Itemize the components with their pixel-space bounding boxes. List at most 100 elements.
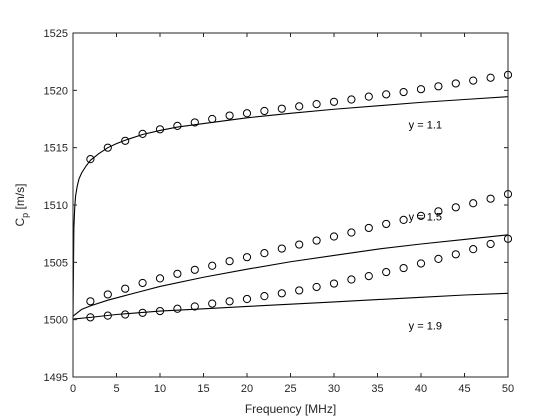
series-1-marker-13 xyxy=(295,102,304,111)
x-axis-label: Frequency [MHz] xyxy=(245,402,336,416)
x-tick-label-20: 20 xyxy=(241,383,253,395)
y-tick-label-1500: 1500 xyxy=(44,315,68,327)
series-1-marker-5 xyxy=(155,125,165,134)
series-1-curve xyxy=(72,96,509,320)
series-1-marker-7 xyxy=(190,118,199,127)
series-3-marker-5 xyxy=(155,306,165,316)
y-axis-label-unit: [m/s] xyxy=(13,183,27,212)
plot-area-background xyxy=(73,33,508,377)
series-2-marker-13 xyxy=(295,240,304,249)
y-tick-label-1505: 1505 xyxy=(44,257,68,269)
series-2-marker-10 xyxy=(242,253,252,262)
series-1-marker-22 xyxy=(451,79,460,88)
x-axis: 0 5 10 15 20 25 30 35 40 45 50 xyxy=(70,33,514,395)
y-axis-label-subscript: p xyxy=(20,213,30,218)
series-2-marker-12 xyxy=(277,244,286,253)
x-tick-label-40: 40 xyxy=(415,383,427,395)
y-tick-label-1525: 1525 xyxy=(44,28,68,40)
series-3-marker-13 xyxy=(295,286,304,295)
series-1-marker-15 xyxy=(329,97,339,106)
series-layer xyxy=(72,70,513,322)
series-2-marker-5 xyxy=(155,274,165,283)
series-2-marker-8 xyxy=(208,261,217,270)
series-3-marker-10 xyxy=(242,294,252,304)
series-2-marker-9 xyxy=(225,257,234,266)
series-2-marker-1 xyxy=(86,297,95,306)
series-3-marker-20 xyxy=(416,259,426,268)
series-1-marker-19 xyxy=(399,87,408,97)
series-3-marker-21 xyxy=(434,254,443,263)
series-2-marker-6 xyxy=(173,269,182,278)
series-3-marker-7 xyxy=(190,302,199,311)
series-3-marker-4 xyxy=(138,308,147,317)
series-3-marker-22 xyxy=(451,250,460,259)
series-3-marker-3 xyxy=(121,310,130,319)
series-3-marker-14 xyxy=(312,282,321,292)
series-3-marker-11 xyxy=(260,292,269,301)
annotation-layer: y = 1.1 y = 1.5 y = 1.9 xyxy=(409,120,442,333)
series-3-marker-8 xyxy=(208,299,217,308)
y-tick-label-1515: 1515 xyxy=(44,143,68,155)
annotation-series-1: y = 1.1 xyxy=(409,120,442,132)
series-3-curve xyxy=(72,292,509,320)
series-1-marker-16 xyxy=(347,95,356,104)
series-1-marker-2 xyxy=(103,143,112,152)
x-tick-label-0: 0 xyxy=(70,383,76,395)
series-2-marker-17 xyxy=(364,223,373,233)
series-1-marker-11 xyxy=(260,106,269,116)
series-1-marker-20 xyxy=(416,85,426,94)
y-axis-label: Cp [m/s] xyxy=(13,183,30,226)
series-1-marker-23 xyxy=(469,76,478,85)
series-2-marker-2 xyxy=(103,290,112,299)
y-tick-label-1510: 1510 xyxy=(44,200,68,212)
x-tick-label-10: 10 xyxy=(154,383,166,395)
y-tick-label-1495: 1495 xyxy=(44,372,68,384)
series-1-marker-8 xyxy=(208,114,217,124)
series-3-marker-24 xyxy=(486,239,495,249)
annotation-series-3: y = 1.9 xyxy=(409,320,442,332)
series-2-marker-11 xyxy=(260,249,269,258)
series-2-marker-16 xyxy=(347,228,356,237)
series-2-marker-18 xyxy=(382,219,391,229)
series-1-marker-24 xyxy=(486,73,495,82)
series-2-marker-19 xyxy=(399,215,408,225)
series-2-marker-14 xyxy=(312,236,321,245)
series-1-marker-1 xyxy=(86,155,95,164)
series-1-marker-21 xyxy=(434,82,443,91)
series-1-marker-14 xyxy=(312,99,321,109)
series-1-marker-10 xyxy=(242,109,252,118)
x-tick-label-30: 30 xyxy=(328,383,340,395)
series-2-marker-21 xyxy=(434,207,443,216)
series-3-marker-6 xyxy=(173,304,182,313)
series-3-marker-17 xyxy=(364,271,373,281)
series-2-marker-20 xyxy=(416,211,426,220)
series-2-marker-4 xyxy=(138,278,147,288)
series-3-marker-12 xyxy=(277,289,286,298)
x-tick-label-35: 35 xyxy=(371,383,383,395)
series-3-marker-2 xyxy=(103,311,112,320)
x-tick-label-15: 15 xyxy=(197,383,209,395)
series-2-curve xyxy=(72,234,509,317)
x-tick-label-50: 50 xyxy=(502,383,514,395)
series-2-marker-15 xyxy=(329,232,339,241)
series-3-marker-19 xyxy=(399,263,408,273)
series-3-marker-15 xyxy=(329,279,339,288)
y-axis: 1495 1500 1505 1510 1515 1520 1525 xyxy=(44,28,508,384)
series-3-marker-9 xyxy=(225,297,234,306)
series-2-marker-23 xyxy=(469,199,478,208)
series-2-marker-7 xyxy=(190,265,199,274)
series-1-marker-17 xyxy=(364,92,373,101)
x-tick-label-25: 25 xyxy=(284,383,296,395)
series-2-marker-24 xyxy=(486,194,495,203)
series-1-marker-12 xyxy=(277,104,286,113)
x-tick-label-5: 5 xyxy=(113,383,119,395)
series-1-marker-6 xyxy=(173,121,182,130)
series-3-marker-16 xyxy=(347,275,356,284)
series-2-marker-3 xyxy=(121,284,130,293)
y-tick-label-1520: 1520 xyxy=(44,85,68,97)
x-tick-label-45: 45 xyxy=(458,383,470,395)
series-3-marker-23 xyxy=(469,245,478,254)
series-2-marker-22 xyxy=(451,203,460,212)
series-1-marker-9 xyxy=(225,111,234,120)
